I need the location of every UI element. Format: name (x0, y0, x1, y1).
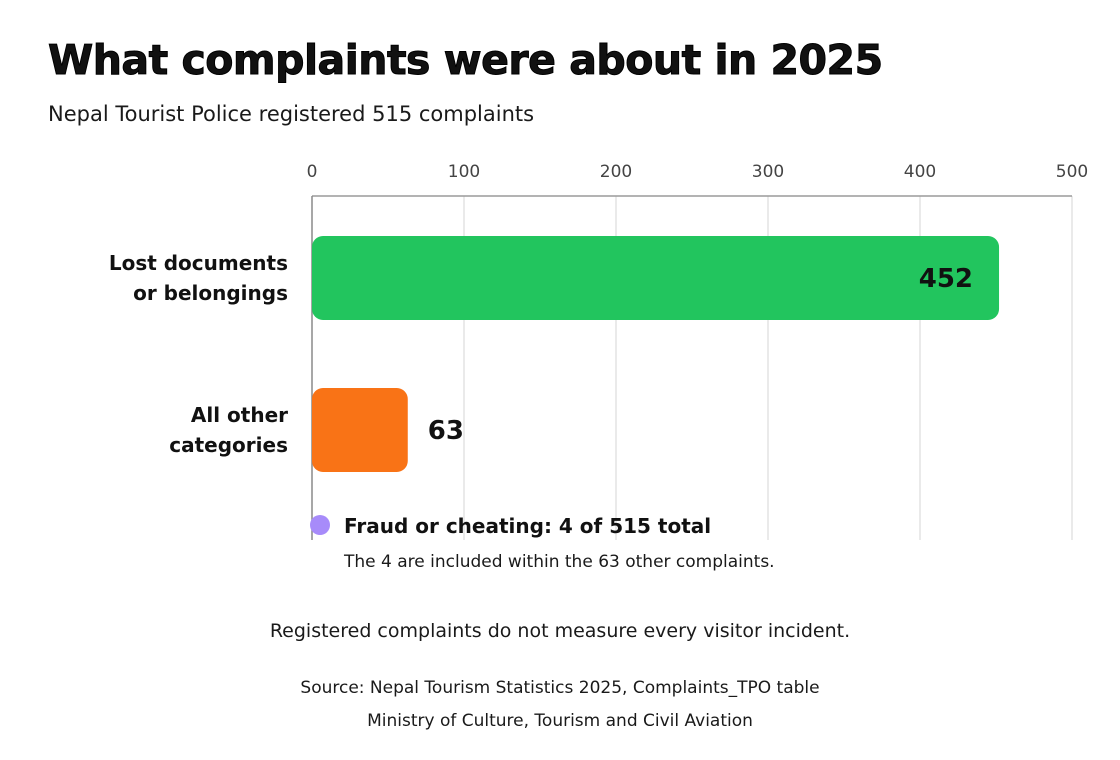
x-tick-label: 200 (600, 162, 632, 182)
category-label: Lost documents (109, 251, 288, 275)
data-label: 63 (428, 416, 464, 446)
category-label: All other (191, 403, 288, 427)
category-label: or belongings (133, 281, 288, 305)
x-axis-ticks: 0 100 200 300 400 500 (307, 162, 1088, 197)
x-tick-label: 100 (448, 162, 480, 182)
data-label: 452 (919, 264, 973, 294)
x-tick-label: 500 (1056, 162, 1088, 182)
fraud-annotation: Fraud or cheating: 4 of 515 total The 4 a… (310, 514, 775, 572)
source-text: Source: Nepal Tourism Statistics 2025, C… (300, 678, 820, 698)
x-tick-label: 300 (752, 162, 784, 182)
chart-title: What complaints were about in 2025 (48, 36, 884, 85)
complaints-bar-chart: 0 100 200 300 400 500 Lost documents or belong… (109, 162, 1088, 572)
bars: Lost documents or belongings 452 All other c… (109, 236, 1000, 472)
publisher-text: Ministry of Culture, Tourism and Civil A… (367, 711, 753, 731)
x-tick-label: 400 (904, 162, 936, 182)
fraud-marker-dot (310, 515, 330, 535)
bar (312, 236, 1000, 320)
category-label: categories (169, 433, 288, 457)
chart-subtitle: Nepal Tourist Police registered 515 comp… (48, 102, 535, 126)
disclaimer-text: Registered complaints do not measure eve… (269, 620, 851, 642)
bar (312, 388, 408, 472)
fraud-annotation-detail: The 4 are included within the 63 other c… (343, 552, 775, 572)
x-tick-label: 0 (307, 162, 318, 182)
fraud-annotation-label: Fraud or cheating: 4 of 515 total (344, 514, 711, 538)
